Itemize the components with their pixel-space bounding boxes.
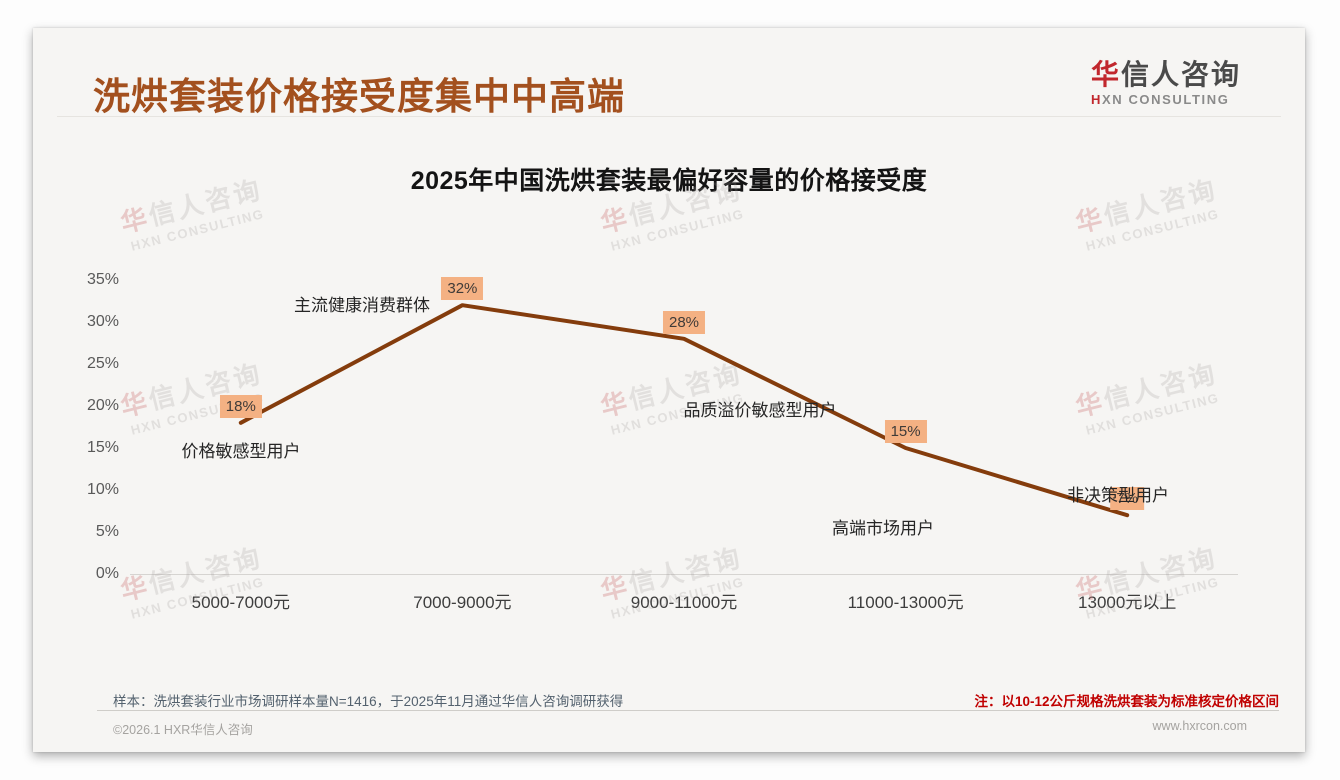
data-label: 7% [1110, 487, 1145, 511]
logo-accent-char: 华 [1090, 59, 1121, 90]
data-label: 28% [662, 310, 706, 334]
y-axis-label: 5% [95, 523, 119, 540]
y-axis-label: 35% [86, 271, 119, 288]
page-title: 洗烘套装价格接受度集中中高端 [93, 76, 625, 117]
annotation-segment-2: 主流健康消费群体 [294, 296, 430, 315]
y-axis-label: 15% [86, 439, 119, 456]
chart-title: 2025年中国洗烘套装最偏好容量的价格接受度 [410, 167, 928, 195]
annotation-segment-3: 品质溢价敏感型用户 [683, 401, 837, 420]
data-label: 32% [441, 277, 484, 301]
logo-rest-chars: 信人咨询 [1120, 59, 1241, 90]
y-axis-label: 10% [86, 481, 119, 498]
logo-english: HXN CONSULTING [1091, 92, 1241, 107]
sample-note: 样本：洗烘套装行业市场调研样本量N=1416，于2025年11月通过华信人咨询调… [113, 694, 624, 709]
annotation-segment-1: 价格敏感型用户 [181, 442, 301, 461]
annotation-segment-5: 非决策型用户 [1067, 486, 1169, 505]
x-axis-label: 5000-7000元 [191, 593, 290, 612]
logo-chinese: 华信人咨询 [1090, 59, 1241, 91]
y-axis-label: 30% [86, 313, 119, 330]
price-basis-note: 注：以10-12公斤规格洗烘套装为标准核定价格区间 [974, 694, 1279, 709]
website-url: www.hxrcon.com [1152, 719, 1247, 733]
footer-divider [97, 710, 1279, 711]
logo-en-accent: H [1090, 91, 1102, 107]
header-divider [57, 116, 1281, 117]
data-label: 15% [884, 420, 927, 443]
logo-en-rest: XN CONSULTING [1101, 91, 1230, 107]
trend-line [238, 303, 1130, 518]
x-axis-label: 9000-11000元 [630, 593, 738, 612]
y-axis-label: 25% [86, 355, 119, 372]
annotation-segment-4: 高端市场用户 [832, 519, 934, 538]
x-axis-label: 11000-13000元 [847, 593, 964, 612]
x-axis-label: 7000-9000元 [413, 593, 512, 612]
data-label: 18% [219, 394, 262, 418]
x-axis-label: 13000元以上 [1078, 593, 1177, 612]
trend-line-svg [238, 303, 1130, 518]
company-logo: 华信人咨询 HXN CONSULTING [1090, 59, 1241, 107]
y-axis-label: 0% [95, 565, 119, 582]
x-axis-line [130, 574, 1238, 575]
y-axis-label: 20% [86, 397, 119, 414]
slide: 洗烘套装价格接受度集中中高端 华信人咨询 HXN CONSULTING 2025… [33, 28, 1305, 752]
copyright-text: ©2026.1 HXR华信人咨询 [113, 723, 253, 737]
